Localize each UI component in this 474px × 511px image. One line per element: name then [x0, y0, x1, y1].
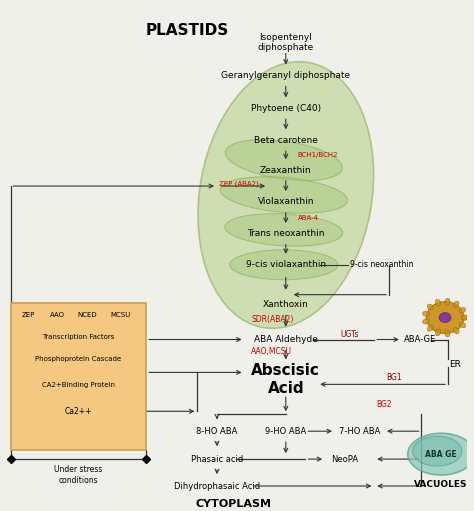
- Text: Phytoene (C40): Phytoene (C40): [251, 104, 321, 113]
- Ellipse shape: [427, 301, 464, 334]
- Text: Zeaxanthin: Zeaxanthin: [260, 166, 311, 175]
- Text: ZEP: ZEP: [21, 312, 35, 318]
- Ellipse shape: [459, 308, 466, 313]
- Text: SDR(ABA2): SDR(ABA2): [251, 315, 294, 324]
- Ellipse shape: [445, 330, 450, 337]
- Text: Trans neoxanthin: Trans neoxanthin: [247, 229, 325, 239]
- Ellipse shape: [427, 304, 433, 310]
- Text: CA2+Binding Protein: CA2+Binding Protein: [42, 382, 115, 388]
- Text: BCH1/BCH2: BCH1/BCH2: [298, 152, 338, 158]
- Text: Isopentenyl
diphosphate: Isopentenyl diphosphate: [258, 33, 314, 52]
- Ellipse shape: [461, 315, 468, 320]
- Text: 8-HO ABA: 8-HO ABA: [196, 427, 237, 436]
- Text: BG2: BG2: [376, 400, 392, 409]
- Text: AAO: AAO: [50, 312, 65, 318]
- Ellipse shape: [436, 299, 441, 306]
- Text: Under stress
conditions: Under stress conditions: [54, 466, 102, 485]
- Text: MCSU: MCSU: [110, 312, 131, 318]
- Text: ABA-4: ABA-4: [298, 215, 319, 221]
- Text: NeoPA: NeoPA: [331, 455, 358, 463]
- Text: Phasaic acid: Phasaic acid: [191, 455, 243, 463]
- Ellipse shape: [454, 328, 459, 334]
- Ellipse shape: [445, 298, 450, 305]
- Text: PLASTIDS: PLASTIDS: [146, 22, 229, 38]
- Text: 9-cis violaxanthin: 9-cis violaxanthin: [246, 260, 326, 269]
- Ellipse shape: [413, 436, 462, 466]
- Text: UGTs: UGTs: [340, 330, 359, 339]
- Text: Geranylgeranyl diphosphate: Geranylgeranyl diphosphate: [221, 71, 350, 80]
- Text: VACUOLES: VACUOLES: [414, 479, 468, 489]
- Ellipse shape: [225, 214, 343, 246]
- Text: Beta carotene: Beta carotene: [254, 136, 318, 145]
- Text: Transcription Factors: Transcription Factors: [42, 334, 115, 339]
- Ellipse shape: [461, 315, 468, 320]
- Ellipse shape: [439, 313, 451, 322]
- Text: 9-HO ABA: 9-HO ABA: [265, 427, 306, 436]
- Text: ABA GE: ABA GE: [425, 450, 457, 458]
- Text: BG1: BG1: [386, 373, 402, 382]
- Text: Violaxanthin: Violaxanthin: [257, 197, 314, 206]
- Ellipse shape: [427, 325, 433, 331]
- Text: Xanthoxin: Xanthoxin: [263, 300, 309, 309]
- Ellipse shape: [436, 329, 441, 336]
- Text: Abscisic
Acid: Abscisic Acid: [251, 363, 320, 396]
- Text: AAO,MCSU: AAO,MCSU: [251, 347, 292, 356]
- Text: ABA Aldehyde: ABA Aldehyde: [254, 335, 318, 344]
- Text: Ca2++: Ca2++: [64, 407, 92, 416]
- Ellipse shape: [454, 301, 459, 308]
- Text: ZEP (ABA2): ZEP (ABA2): [219, 181, 259, 188]
- Ellipse shape: [408, 433, 474, 475]
- Text: ER: ER: [449, 360, 461, 369]
- FancyBboxPatch shape: [10, 303, 146, 450]
- Text: Dihydrophasaic Acid: Dihydrophasaic Acid: [174, 481, 260, 491]
- Text: NCED: NCED: [77, 312, 97, 318]
- Ellipse shape: [459, 322, 466, 328]
- Ellipse shape: [220, 177, 347, 213]
- Text: Phosphoprotein Cascade: Phosphoprotein Cascade: [35, 357, 121, 362]
- Text: CYTOPLASM: CYTOPLASM: [196, 499, 272, 509]
- Ellipse shape: [423, 319, 429, 324]
- Text: 7-HO ABA: 7-HO ABA: [339, 427, 380, 436]
- Text: ABA-GE: ABA-GE: [404, 335, 436, 344]
- Text: 9-cis neoxanthin: 9-cis neoxanthin: [350, 260, 413, 269]
- Ellipse shape: [225, 140, 342, 181]
- Ellipse shape: [198, 62, 374, 329]
- Ellipse shape: [423, 311, 429, 316]
- Ellipse shape: [230, 250, 338, 280]
